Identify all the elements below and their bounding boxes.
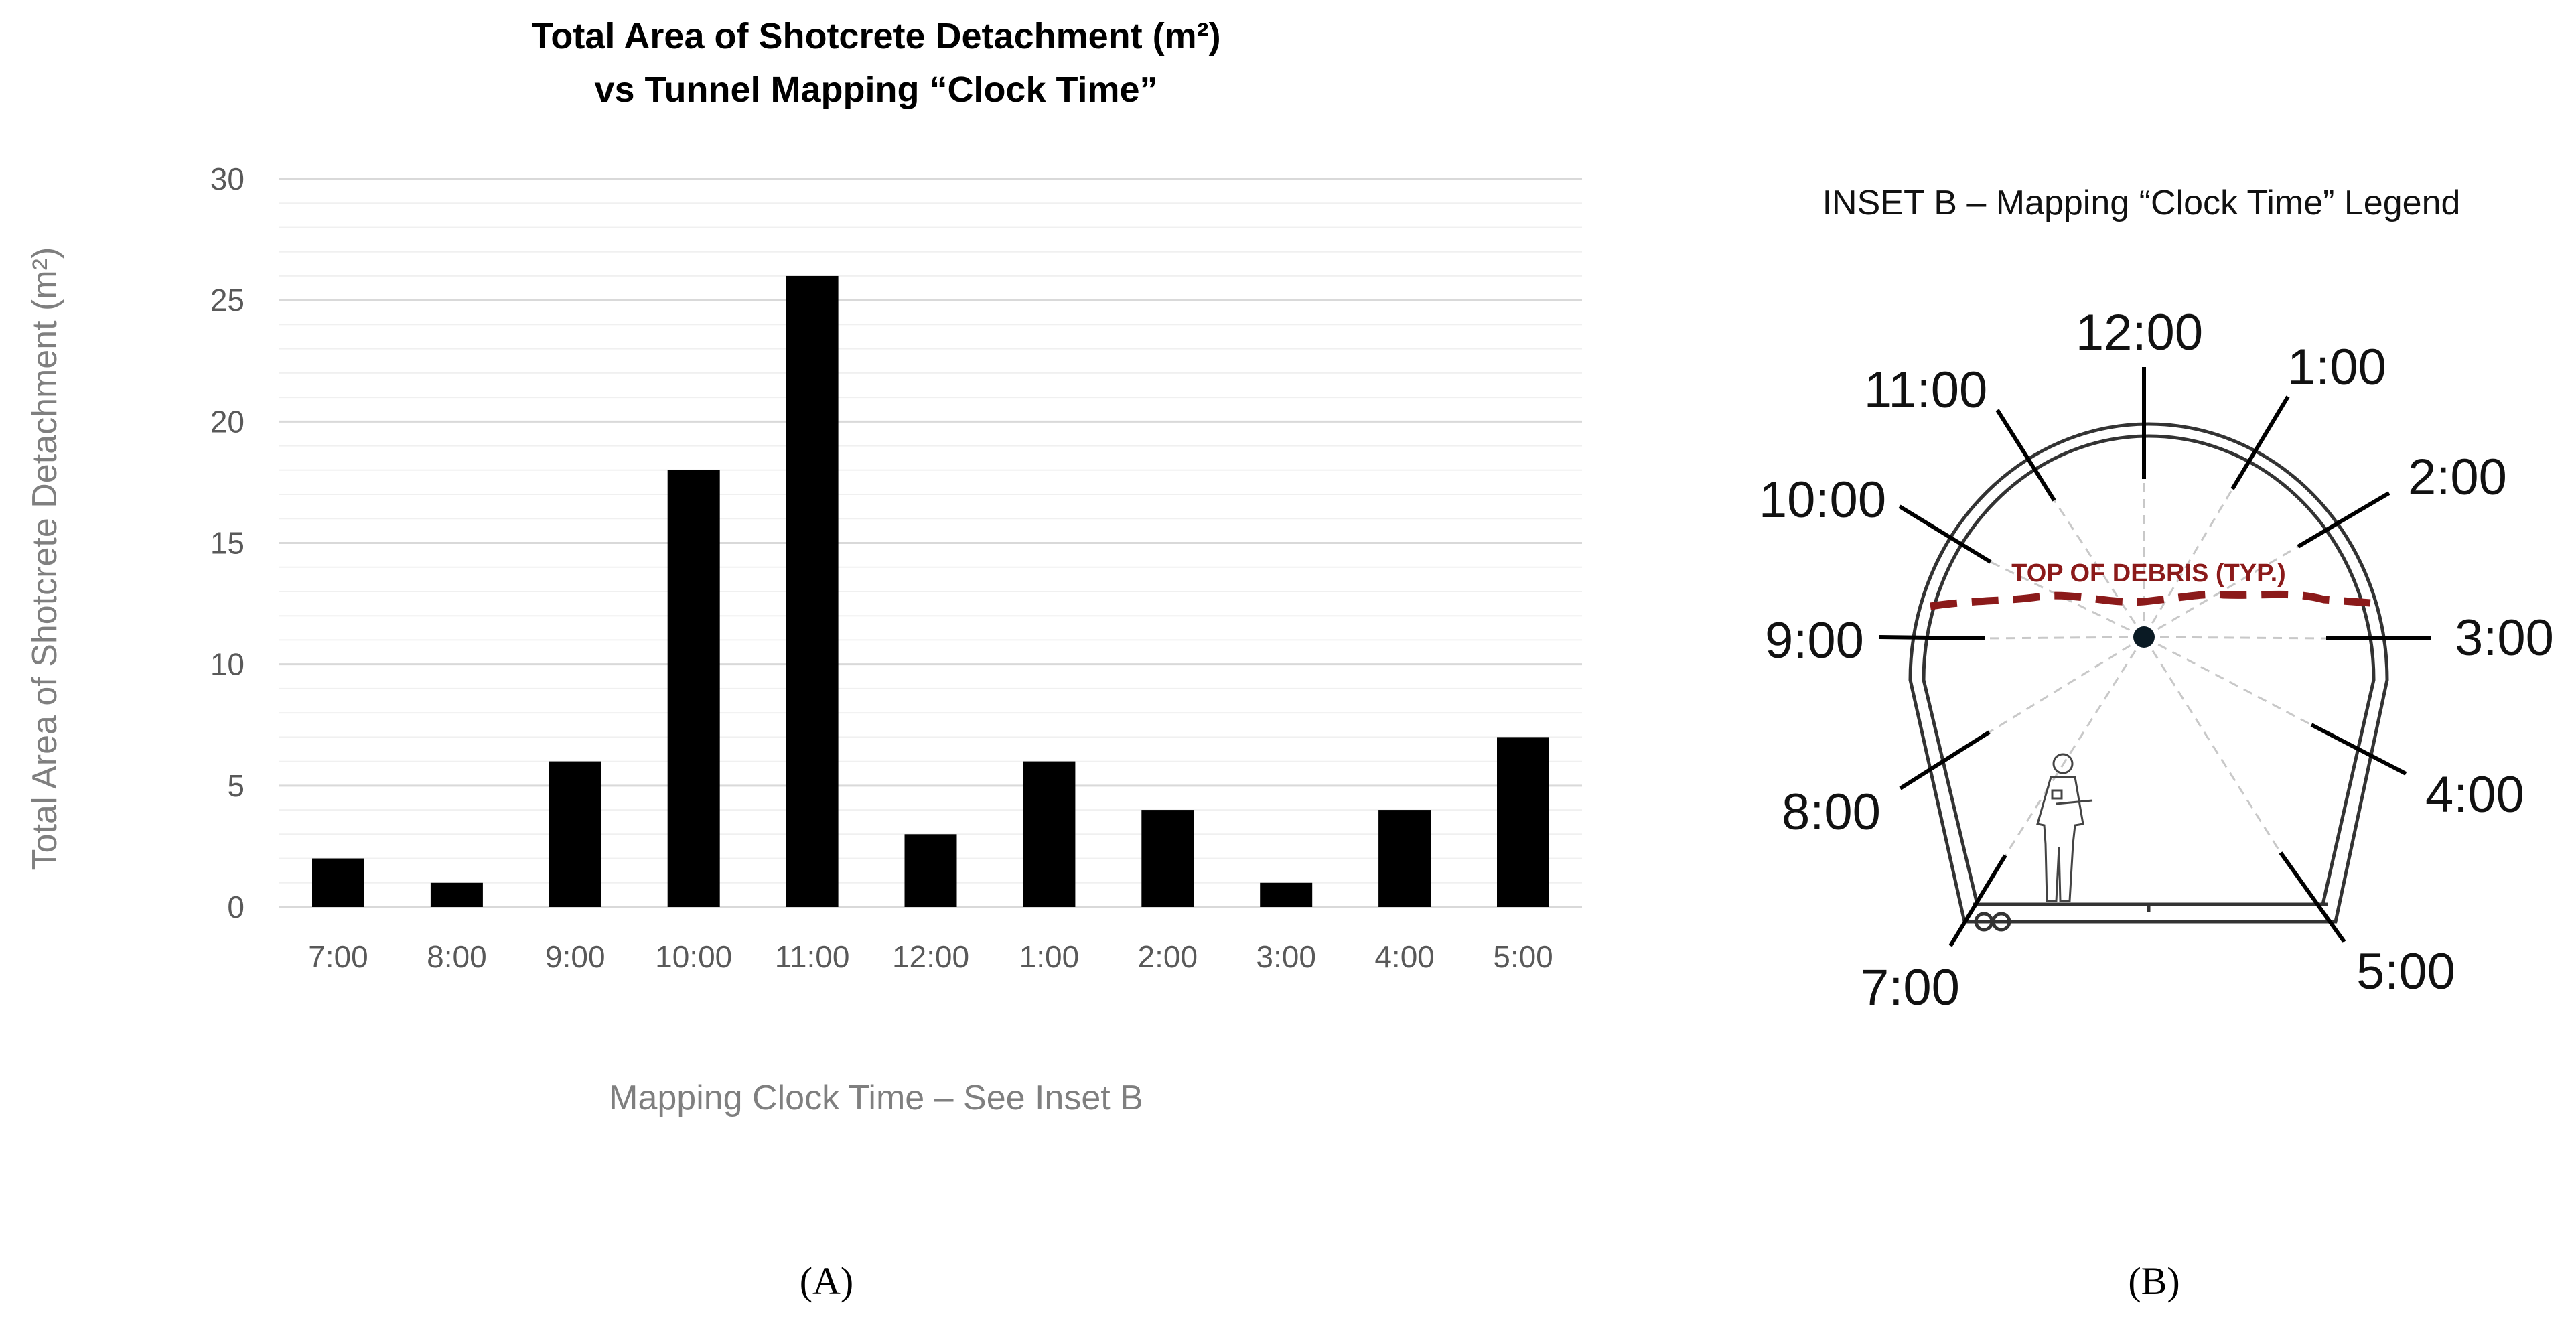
y-tick-label: 0 (227, 890, 244, 924)
x-tick-label: 9:00 (545, 939, 605, 974)
clock-label-11: 11:00 (1864, 362, 1988, 419)
y-tick-label: 25 (210, 283, 244, 318)
chart-title-line1: Total Area of Shotcrete Detachment (m²) (531, 16, 1220, 56)
y-tick-label: 30 (210, 161, 244, 196)
y-axis-label: Total Area of Shotcrete Detachment (m²) (25, 247, 64, 871)
x-axis-label: Mapping Clock Time – See Inset B (609, 1078, 1143, 1117)
clock-label-2: 2:00 (2408, 449, 2507, 506)
bar-4:00 (1378, 810, 1431, 907)
tunnel-outline (1908, 422, 2389, 932)
x-tick-label: 11:00 (775, 939, 850, 974)
clock-rays (1984, 479, 2327, 856)
clock-label-7: 7:00 (1861, 959, 1960, 1016)
clock-label-8: 8:00 (1782, 784, 1881, 841)
center-point (2133, 626, 2155, 648)
panel-label-b: (B) (2128, 1259, 2179, 1303)
bar-12:00 (904, 834, 957, 907)
inset-title: INSET B – Mapping “Clock Time” Legend (1822, 184, 2461, 222)
x-tick-label: 3:00 (1256, 939, 1316, 974)
bar-11:00 (786, 275, 839, 907)
y-tick-label: 15 (210, 526, 244, 561)
bar-9:00 (549, 761, 601, 907)
clock-label-5: 5:00 (2356, 943, 2455, 1000)
debris-label: TOP OF DEBRIS (TYP.) (2011, 559, 2286, 587)
x-tick-labels: 7:00 8:00 9:00 10:00 11:00 12:00 1:00 2:00 3:00 4… (308, 939, 1553, 974)
worker-icon (2036, 753, 2093, 902)
bar-1:00 (1023, 761, 1076, 907)
x-tick-label: 2:00 (1138, 939, 1198, 974)
bar-3:00 (1260, 882, 1313, 907)
inset-b-diagram: INSET B – Mapping “Clock Time” Legend (1759, 184, 2554, 1016)
debris-line (1930, 590, 2371, 610)
clock-label-4: 4:00 (2425, 766, 2524, 823)
x-tick-label: 12:00 (892, 939, 969, 974)
bar-2:00 (1141, 810, 1194, 907)
bar-5:00 (1497, 737, 1549, 907)
y-tick-label: 5 (227, 768, 244, 803)
bar-10:00 (667, 470, 720, 907)
x-tick-label: 8:00 (427, 939, 487, 974)
clock-label-10: 10:00 (1759, 472, 1886, 529)
clock-labels: 12:00 1:00 2:00 3:00 4:00 5:00 7:00 8:00… (1759, 304, 2554, 1016)
bar-7:00 (312, 858, 364, 907)
x-tick-label: 5:00 (1493, 939, 1553, 974)
y-tick-label: 10 (210, 647, 244, 682)
clock-label-3: 3:00 (2455, 610, 2554, 667)
x-tick-label: 1:00 (1019, 939, 1080, 974)
x-tick-label: 4:00 (1374, 939, 1435, 974)
panel-label-a: (A) (800, 1259, 854, 1303)
x-tick-label: 10:00 (655, 939, 732, 974)
x-tick-label: 7:00 (308, 939, 368, 974)
bar-8:00 (430, 882, 483, 907)
y-tick-label: 20 (210, 404, 244, 439)
y-tick-labels: 0 5 10 15 20 25 30 (210, 161, 244, 924)
gridlines (279, 178, 1582, 908)
clock-label-1: 1:00 (2287, 339, 2386, 396)
clock-ticks (1879, 367, 2431, 947)
clock-label-9: 9:00 (1765, 612, 1864, 669)
chart-title-line2: vs Tunnel Mapping “Clock Time” (594, 70, 1157, 110)
bars (312, 275, 1549, 907)
clock-label-12: 12:00 (2076, 304, 2203, 361)
